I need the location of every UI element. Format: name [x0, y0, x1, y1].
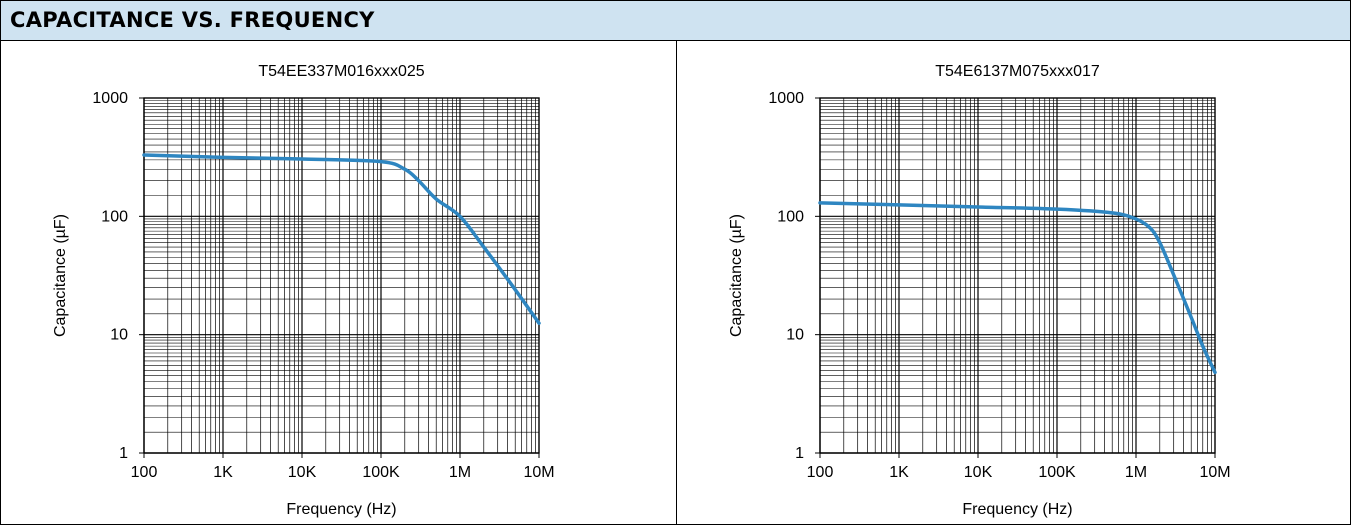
x-tick-label: 100K	[1038, 464, 1076, 481]
series-line	[142, 153, 541, 325]
chart-left: 100 1K 10K 100K 1M 10M 1 10 100 1000 T54EE337M016x…	[52, 63, 555, 518]
y-tick-label: 1	[119, 445, 128, 462]
y-tick-label: 1000	[768, 90, 804, 107]
y-axis-label: Capacitance (µF)	[728, 214, 745, 337]
y-tick-label: 10	[786, 327, 804, 344]
plot-area	[820, 98, 1215, 453]
chart-right: 100 1K 10K 100K 1M 10M 1 10 100 1000 T54E6137M075x…	[728, 63, 1231, 518]
x-tick-label: 10K	[964, 464, 993, 481]
x-tick-label: 10M	[1199, 464, 1230, 481]
x-tick-label: 100	[807, 464, 834, 481]
y-axis-label: Capacitance (µF)	[52, 214, 69, 337]
x-tick-label: 100K	[362, 464, 400, 481]
x-tick-label: 100	[131, 464, 158, 481]
x-axis-label: Frequency (Hz)	[286, 501, 396, 518]
y-tick-label: 10	[110, 327, 128, 344]
x-tick-label: 10K	[288, 464, 317, 481]
chart-title: T54E6137M075xxx017	[935, 63, 1100, 80]
x-tick-label: 10M	[523, 464, 554, 481]
x-tick-label: 1K	[213, 464, 233, 481]
y-tick-label: 1	[795, 445, 804, 462]
plot-border	[819, 97, 1216, 454]
x-tick-label: 1M	[1125, 464, 1147, 481]
y-tick-label: 100	[777, 208, 804, 225]
header-bar: CAPACITANCE VS. FREQUENCY	[1, 1, 1350, 41]
y-tick-label: 100	[101, 208, 128, 225]
y-tick-label: 1000	[92, 90, 128, 107]
chart-title: T54EE337M016xxx025	[258, 63, 424, 80]
x-tick-label: 1K	[889, 464, 909, 481]
panel-divider	[676, 41, 677, 524]
plot-area	[144, 98, 539, 453]
x-tick-label: 1M	[449, 464, 471, 481]
header-title: CAPACITANCE VS. FREQUENCY	[10, 8, 375, 32]
x-axis-label: Frequency (Hz)	[962, 501, 1072, 518]
series-line	[818, 201, 1217, 375]
plot-border	[143, 97, 540, 454]
